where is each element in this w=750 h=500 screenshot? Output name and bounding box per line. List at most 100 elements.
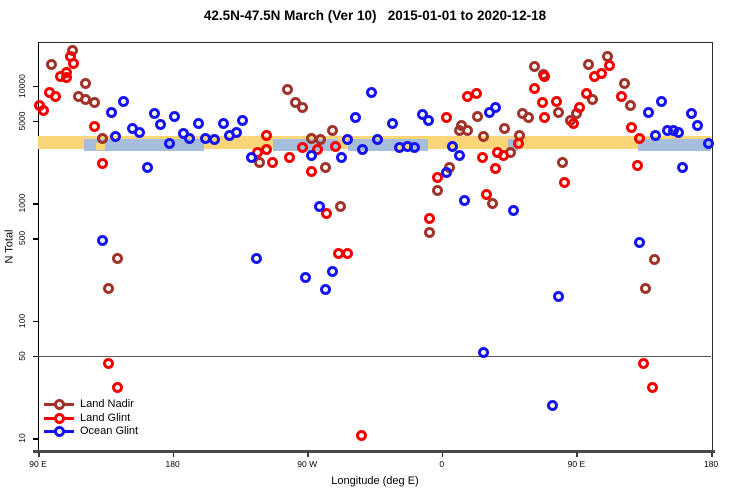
data-point-land-glint (50, 91, 62, 103)
data-point-ocean-glint (349, 112, 361, 124)
legend-label: Land Glint (80, 411, 131, 424)
y-axis-label: N Total (3, 229, 16, 264)
data-point-land-glint (632, 159, 644, 171)
y-tick (33, 320, 38, 322)
data-point-land-glint (297, 142, 309, 154)
x-tick (38, 452, 40, 457)
data-point-land-nadir (253, 156, 265, 168)
y-tick-label: 100 (17, 313, 27, 328)
y-tick (33, 120, 38, 123)
y-tick (33, 355, 38, 358)
data-point-land-glint (633, 132, 645, 144)
data-point-ocean-glint (440, 167, 452, 179)
data-point-land-glint (330, 141, 342, 153)
legend-label: Ocean Glint (80, 425, 139, 438)
data-point-ocean-glint (508, 204, 520, 216)
yellow-patch (96, 142, 106, 151)
data-point-land-glint (476, 151, 488, 163)
data-point-ocean-glint (168, 110, 180, 122)
x-tick-label: 180 (165, 459, 180, 469)
data-point-ocean-glint (357, 144, 369, 156)
data-point-ocean-glint (313, 201, 325, 213)
data-point-land-glint (551, 96, 563, 108)
plot-area (38, 42, 713, 452)
data-point-land-nadir (315, 134, 327, 146)
data-point-ocean-glint (546, 399, 558, 411)
data-point-ocean-glint (446, 141, 458, 153)
data-point-ocean-glint (327, 266, 339, 278)
x-tick-label: 90 W (297, 459, 318, 469)
data-point-ocean-glint (149, 107, 161, 119)
legend: Land Nadir Land Glint Ocean Glint (44, 398, 138, 439)
data-point-ocean-glint (96, 235, 108, 247)
x-tick (576, 452, 578, 457)
data-point-ocean-glint (134, 126, 146, 138)
data-point-land-nadir (587, 93, 599, 105)
data-point-land-nadir (557, 157, 569, 169)
land-glint-marker-icon (44, 412, 74, 424)
blue-reference-band-segment (637, 139, 711, 152)
data-point-ocean-glint (642, 106, 654, 118)
data-point-land-nadir (102, 282, 114, 294)
data-point-ocean-glint (686, 107, 698, 119)
data-point-land-glint (321, 207, 333, 219)
data-point-land-nadir (487, 197, 499, 209)
data-point-land-nadir (461, 124, 473, 136)
data-point-land-glint (512, 137, 524, 149)
data-point-land-glint (603, 59, 615, 71)
data-point-land-glint (539, 111, 551, 123)
data-point-ocean-glint (342, 134, 354, 146)
data-point-ocean-glint (250, 252, 262, 264)
land-nadir-marker-icon (44, 399, 74, 411)
data-point-land-nadir (639, 282, 651, 294)
y-tick (33, 203, 38, 205)
y-tick (33, 85, 38, 87)
data-point-land-glint (306, 166, 318, 178)
x-tick-label: 90 E (29, 459, 47, 469)
data-point-land-nadir (624, 99, 636, 111)
data-point-land-glint (558, 177, 570, 189)
data-point-land-glint (481, 189, 493, 201)
data-point-land-glint (261, 129, 273, 141)
data-point-land-nadir (523, 111, 535, 123)
data-point-land-glint (626, 121, 638, 133)
data-point-ocean-glint (478, 347, 490, 359)
data-point-land-nadir (111, 252, 123, 264)
data-point-land-glint (536, 97, 548, 109)
legend-row-ocean-glint: Ocean Glint (44, 425, 138, 439)
data-point-land-nadir (431, 184, 443, 196)
y-tick-label: 10000 (17, 73, 27, 98)
ocean-glint-marker-icon (44, 426, 74, 438)
data-point-land-nadir (499, 123, 511, 135)
data-point-land-nadir (80, 78, 92, 90)
x-tick-label: 0 (439, 459, 445, 469)
data-point-ocean-glint (183, 133, 195, 145)
data-point-land-nadir (319, 161, 331, 173)
data-point-ocean-glint (656, 95, 668, 107)
data-point-land-nadir (618, 77, 630, 89)
data-point-land-glint (431, 171, 443, 183)
data-point-ocean-glint (319, 284, 331, 296)
data-point-land-nadir (552, 106, 564, 118)
data-point-land-glint (647, 381, 659, 393)
data-point-ocean-glint (336, 152, 348, 164)
data-point-ocean-glint (702, 137, 714, 149)
data-point-ocean-glint (458, 194, 470, 206)
data-point-land-glint (96, 158, 108, 170)
legend-label: Land Nadir (80, 398, 134, 411)
data-point-ocean-glint (110, 131, 122, 143)
y-tick (33, 238, 38, 240)
data-point-land-nadir (648, 253, 660, 265)
data-point-land-nadir (297, 102, 309, 114)
data-point-ocean-glint (650, 130, 662, 142)
data-point-land-glint (567, 117, 579, 129)
data-point-land-glint (615, 90, 627, 102)
data-point-land-glint (490, 163, 502, 175)
data-point-ocean-glint (117, 96, 129, 108)
data-point-land-glint (539, 70, 551, 82)
data-point-land-glint (111, 381, 123, 393)
data-point-land-glint (581, 88, 593, 100)
data-point-land-nadir (96, 132, 108, 144)
data-point-ocean-glint (105, 106, 117, 118)
